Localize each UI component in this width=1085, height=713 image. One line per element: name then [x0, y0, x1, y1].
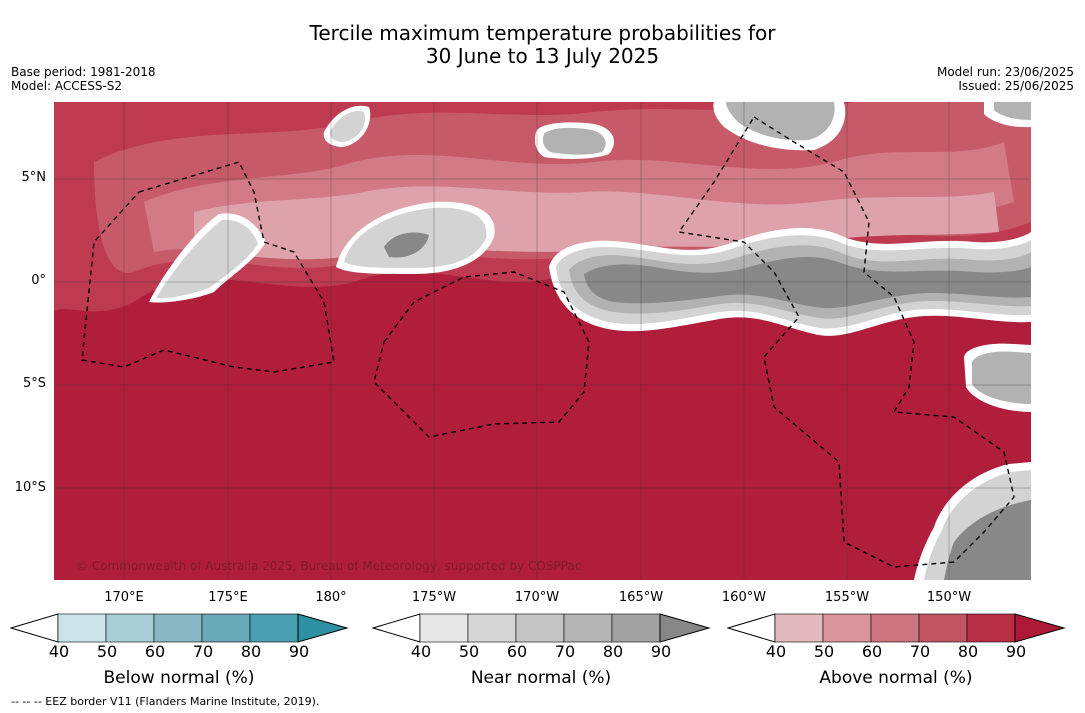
cbar-below-label: Below normal (%): [103, 668, 255, 688]
eez-border-line-islands: [677, 116, 1015, 568]
lat-tick-5n: 5°N: [21, 170, 47, 185]
meta-left: Base period: 1981-2018 Model: ACCESS-S2: [11, 65, 156, 93]
cbar-near-min-arrow: [372, 613, 421, 643]
eez-border-phoenix: [373, 271, 590, 438]
near-patch-ne-inner: [726, 102, 835, 141]
chart-title: Tercile maximum temperature probabilitie…: [0, 22, 1085, 68]
colorbar-above-normal: [727, 613, 1066, 643]
cbar-above-90: [966, 613, 1016, 643]
lon-tick-175w: 175°W: [411, 590, 457, 605]
cbar-below-min-arrow: [10, 613, 59, 643]
lat-tick-0: 0°: [31, 273, 46, 288]
near-patch-north-center-inner: [329, 110, 366, 142]
lat-tick-5s: 5°S: [22, 376, 46, 391]
colorbar-below-normal: [10, 613, 349, 643]
issued-date: Issued: 25/06/2025: [958, 79, 1074, 93]
lon-tick-170e: 170°E: [104, 590, 144, 605]
lon-tick-150w: 150°W: [926, 590, 972, 605]
model-run: Model run: 23/06/2025: [936, 65, 1074, 79]
cbar-below-90: [249, 613, 299, 643]
lat-tick-10s: 10°S: [14, 480, 46, 495]
title-line-2: 30 June to 13 July 2025: [425, 44, 660, 68]
lon-tick-180: 180°: [315, 590, 347, 605]
cbar-below-tick-50: 50: [96, 642, 118, 661]
cbar-below-max-arrow: [297, 613, 349, 643]
cbar-above-tick-70: 70: [909, 642, 931, 661]
cbar-near-tick-60: 60: [506, 642, 528, 661]
cbar-above-tick-50: 50: [813, 642, 835, 661]
near-patch-far-ne-inner: [994, 102, 1031, 120]
cbar-near-tick-40: 40: [410, 642, 432, 661]
model-name: Model: ACCESS-S2: [11, 79, 123, 93]
cbar-above-70: [870, 613, 920, 643]
cbar-above-tick-60: 60: [861, 642, 883, 661]
cbar-above-60: [822, 613, 872, 643]
cbar-near-tick-70: 70: [554, 642, 576, 661]
cbar-above-tick-90: 90: [1005, 642, 1027, 661]
eez-border-kiribati-gilberts: [81, 161, 335, 373]
cbar-above-tick-80: 80: [957, 642, 979, 661]
cbar-below-tick-40: 40: [48, 642, 70, 661]
cbar-above-min-arrow: [727, 613, 776, 643]
near-patch-east-inner: [972, 351, 1031, 404]
cbar-near-80: [563, 613, 613, 643]
graticule: [54, 102, 1031, 580]
cbar-below-70: [153, 613, 203, 643]
colorbar-near-normal: [372, 613, 711, 643]
cbar-near-50: [419, 613, 469, 643]
cbar-near-60: [467, 613, 517, 643]
lon-tick-170w: 170°W: [514, 590, 560, 605]
lon-tick-175e: 175°E: [208, 590, 248, 605]
cbar-below-tick-80: 80: [240, 642, 262, 661]
cbar-near-max-arrow: [659, 613, 711, 643]
probability-map: [54, 102, 1031, 580]
cbar-near-90: [611, 613, 661, 643]
near-band-east-core: [584, 256, 1031, 309]
cbar-below-tick-60: 60: [144, 642, 166, 661]
eez-footnote: -- -- -- EEZ border V11 (Flanders Marine…: [11, 695, 320, 708]
near-patch-se-core: [944, 500, 1031, 580]
cbar-below-50: [57, 613, 107, 643]
cbar-below-80: [201, 613, 251, 643]
near-patch-center-core: [384, 232, 429, 258]
cbar-below-tick-90: 90: [288, 642, 310, 661]
meta-right: Model run: 23/06/2025 Issued: 25/06/2025: [937, 65, 1074, 93]
copyright-notice: © Commonwealth of Australia 2025, Bureau…: [76, 559, 582, 573]
lon-tick-165w: 165°W: [618, 590, 664, 605]
near-patch-north-inner: [542, 127, 606, 155]
cbar-near-tick-90: 90: [650, 642, 672, 661]
eez-borders: [81, 116, 1015, 568]
cbar-above-50: [774, 613, 824, 643]
cbar-below-60: [105, 613, 155, 643]
near-patch-west-inner: [156, 219, 258, 299]
title-line-1: Tercile maximum temperature probabilitie…: [309, 21, 776, 45]
cbar-near-tick-80: 80: [602, 642, 624, 661]
cbar-near-label: Near normal (%): [470, 668, 612, 688]
cbar-near-tick-50: 50: [458, 642, 480, 661]
cbar-near-70: [515, 613, 565, 643]
lon-tick-155w: 155°W: [824, 590, 870, 605]
base-period: Base period: 1981-2018: [11, 65, 156, 79]
cbar-above-tick-40: 40: [765, 642, 787, 661]
lon-tick-160w: 160°W: [721, 590, 767, 605]
cbar-above-label: Above normal (%): [819, 668, 973, 688]
cbar-below-tick-70: 70: [192, 642, 214, 661]
cbar-above-max-arrow: [1014, 613, 1066, 643]
cbar-above-80: [918, 613, 968, 643]
